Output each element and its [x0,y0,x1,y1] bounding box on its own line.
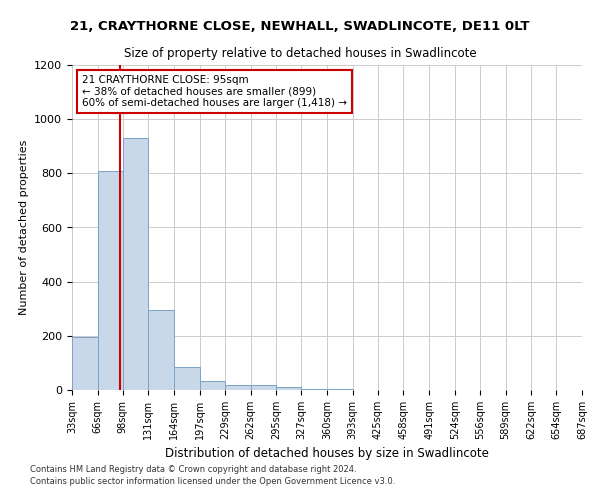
X-axis label: Distribution of detached houses by size in Swadlincote: Distribution of detached houses by size … [165,448,489,460]
Bar [200,380,225,390]
Text: Size of property relative to detached houses in Swadlincote: Size of property relative to detached ho… [124,48,476,60]
Bar [301,388,327,390]
Text: Contains public sector information licensed under the Open Government Licence v3: Contains public sector information licen… [30,476,395,486]
Bar [225,384,251,390]
Bar [122,138,148,390]
Bar [277,387,301,390]
Y-axis label: Number of detached properties: Number of detached properties [19,140,29,315]
Bar [251,385,277,390]
Text: 21 CRAYTHORNE CLOSE: 95sqm
← 38% of detached houses are smaller (899)
60% of sem: 21 CRAYTHORNE CLOSE: 95sqm ← 38% of deta… [82,74,347,108]
Bar [327,389,353,390]
Bar [174,367,200,390]
Bar [148,310,174,390]
Text: 21, CRAYTHORNE CLOSE, NEWHALL, SWADLINCOTE, DE11 0LT: 21, CRAYTHORNE CLOSE, NEWHALL, SWADLINCO… [70,20,530,33]
Bar [98,170,122,390]
Bar [72,337,98,390]
Text: Contains HM Land Registry data © Crown copyright and database right 2024.: Contains HM Land Registry data © Crown c… [30,466,356,474]
